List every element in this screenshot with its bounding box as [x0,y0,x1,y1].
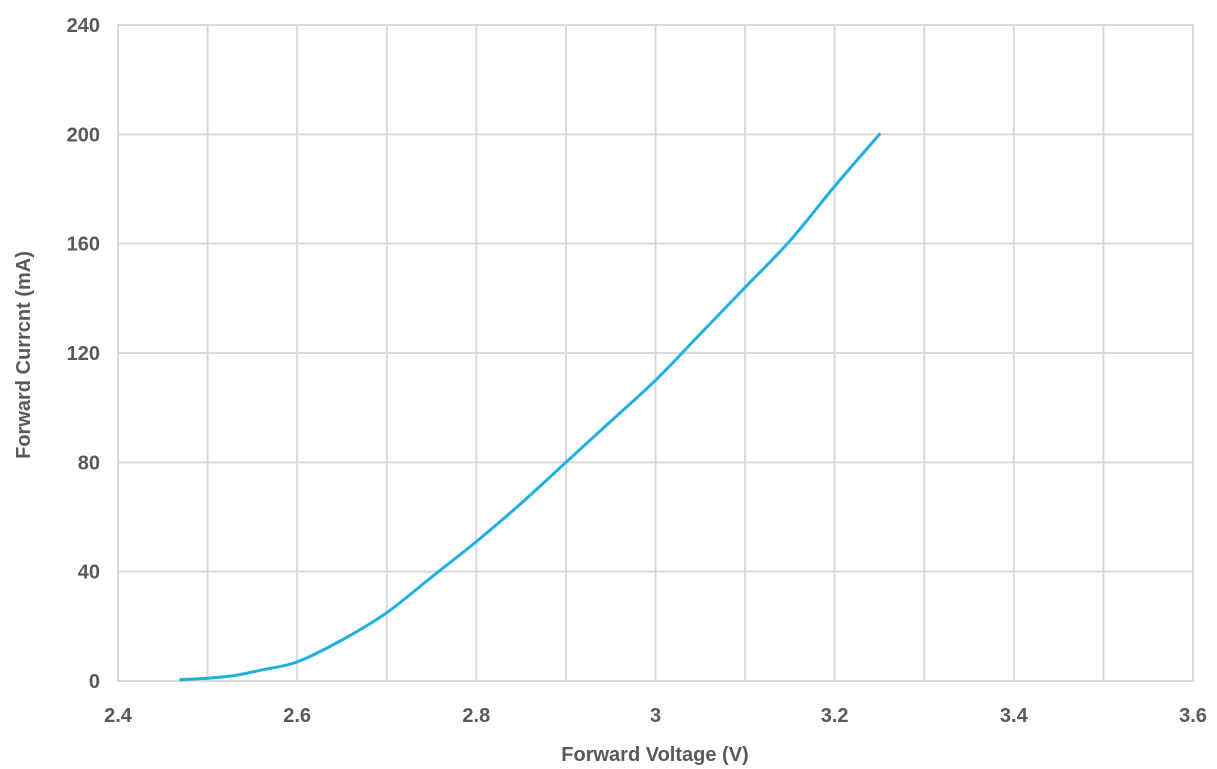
x-axis-label: Forward Voltage (V) [561,744,748,766]
x-tick-label: 2.4 [104,705,133,727]
x-tick-label: 3.2 [821,705,849,727]
y-tick-label: 80 [78,452,100,474]
y-tick-label: 0 [89,671,100,693]
x-tick-label: 3 [650,705,661,727]
x-tick-label: 3.4 [1000,705,1029,727]
x-tick-label: 2.8 [462,705,490,727]
x-tick-label: 2.6 [283,705,311,727]
series-layer [179,132,881,682]
series-line [179,132,881,682]
y-tick-label: 120 [67,343,100,365]
x-tick-label: 3.6 [1179,705,1207,727]
y-tick-label: 200 [67,124,100,146]
grid [117,24,1194,682]
x-axis-ticks: 2.4 2.6 2.8 3 3.2 3.4 3.6 [104,705,1207,727]
y-tick-label: 160 [67,234,100,256]
y-axis-label: Forward Currcnt (mA) [13,251,35,459]
y-tick-label: 240 [67,15,100,37]
y-tick-label: 40 [78,562,100,584]
y-axis-ticks: 0 40 80 120 160 200 240 [67,15,100,693]
plot-frame [117,24,1194,682]
